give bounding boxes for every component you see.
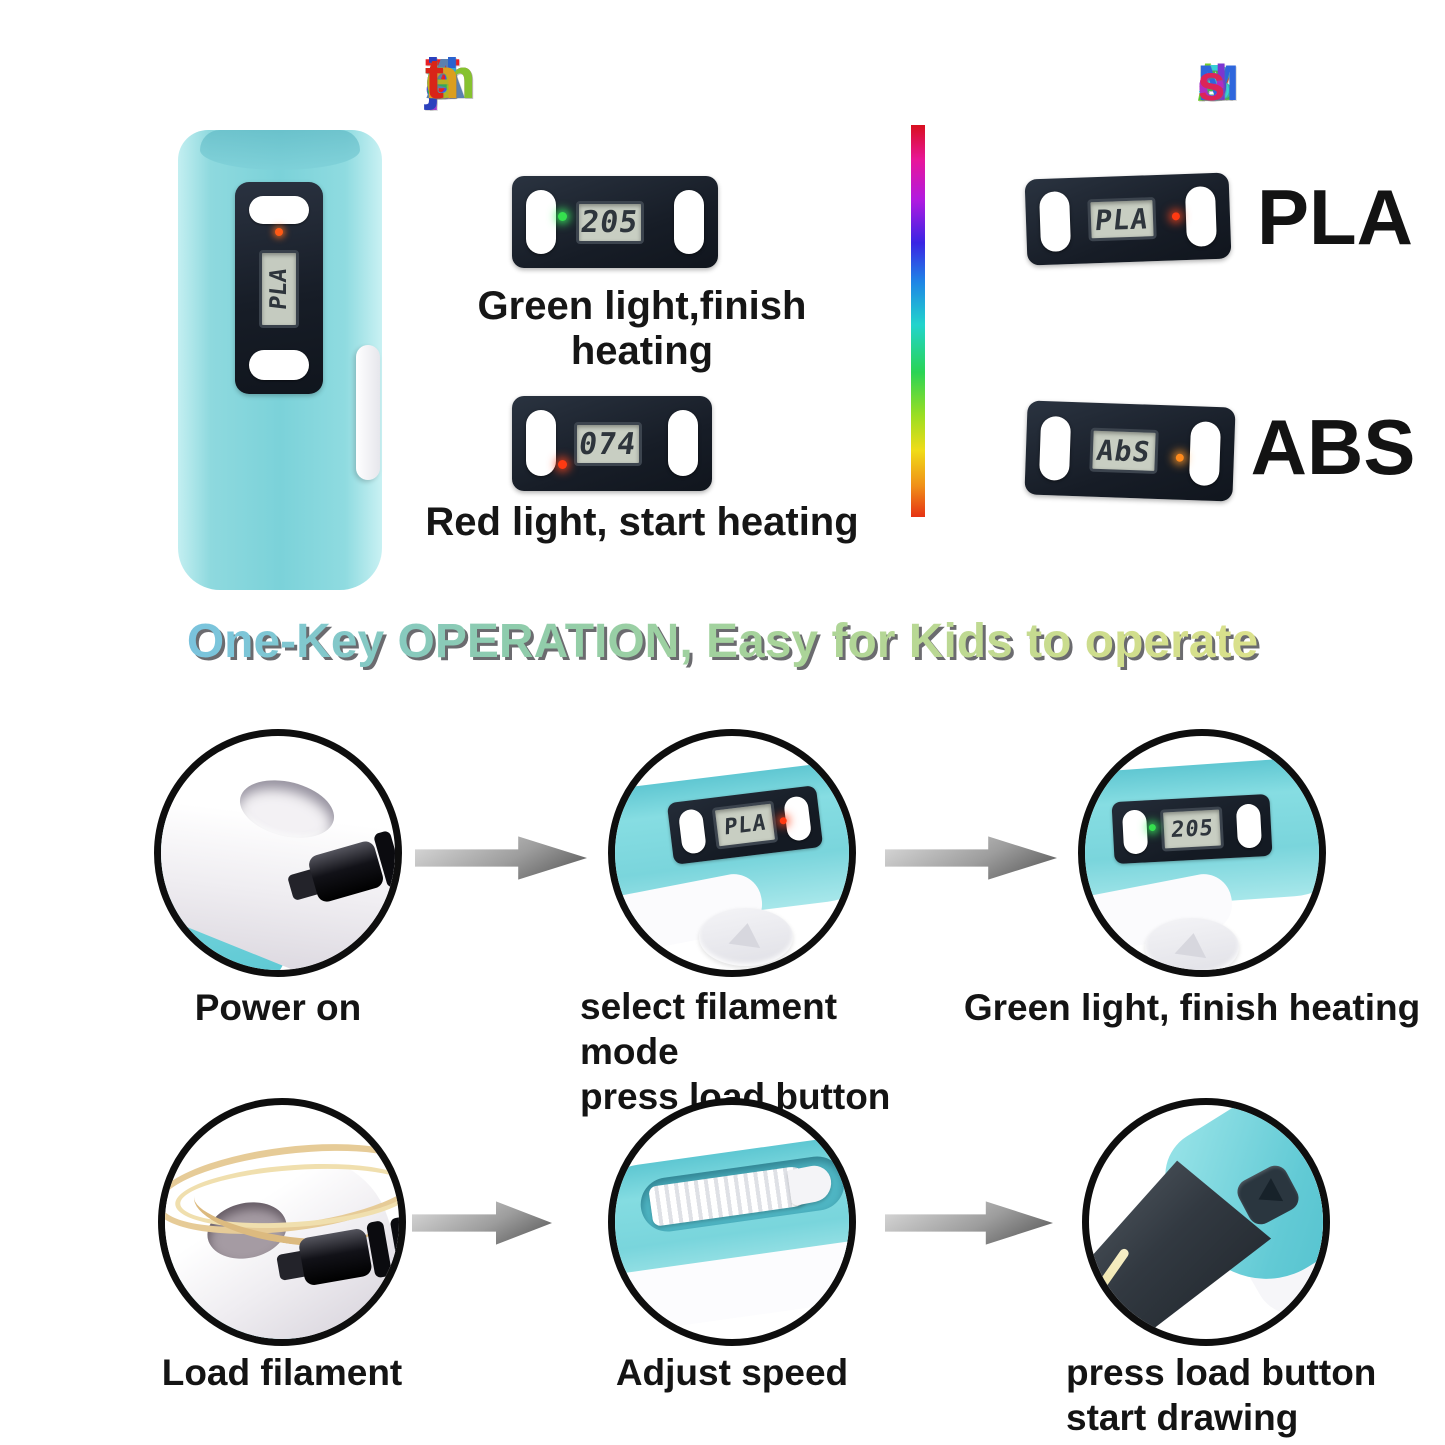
pen-button-up <box>249 196 309 224</box>
display-abs-mode: AbS <box>1024 400 1236 502</box>
plug-barrel <box>297 1227 374 1287</box>
flow-arrow-icon <box>885 836 1057 880</box>
load-button <box>699 908 793 966</box>
orange-led <box>1175 453 1184 462</box>
display-finish-heating: 205 <box>512 176 718 268</box>
step-caption-select-mode: select filament mode press load button <box>580 984 940 1119</box>
flow-arrow-icon <box>885 1201 1053 1245</box>
triangle-icon <box>1252 1178 1284 1211</box>
caption-line-1: select filament mode <box>580 986 838 1073</box>
oval-button-left <box>526 190 556 254</box>
oval-button-left <box>1121 809 1149 855</box>
oval-button-right <box>1184 185 1217 247</box>
display-start-heating: 074 <box>512 396 712 491</box>
oval-button-right <box>1188 421 1222 487</box>
pen-closeup-photo: PLA <box>178 130 382 590</box>
oval-button-right <box>1235 803 1263 849</box>
step-caption-power-on: Power on <box>194 987 362 1028</box>
lcd-text: AbS <box>1094 433 1154 469</box>
flow-arrow-icon <box>415 836 587 880</box>
oval-button-right <box>674 190 704 254</box>
display-pla-mode: PLA <box>1024 172 1232 266</box>
pen-control-panel: PLA <box>235 182 323 394</box>
lcd-text: PLA <box>723 809 767 841</box>
oval-button-left <box>1038 415 1072 481</box>
pen-button-down <box>249 350 309 380</box>
load-button <box>1145 918 1239 970</box>
oval-button-right <box>783 795 813 842</box>
start-heating-caption: Red light, start heating <box>425 500 859 544</box>
step-caption-load-filament: Load filament <box>161 1352 403 1393</box>
abs-mode-label: ABS <box>1250 403 1416 491</box>
triangle-icon <box>728 920 764 949</box>
plug-ring <box>396 823 402 882</box>
lcd-screen: AbS <box>1089 427 1159 474</box>
lcd-screen: PLA <box>259 250 299 328</box>
lcd-text: PLA <box>1093 201 1151 237</box>
step-caption-adjust-speed: Adjust speed <box>615 1352 849 1393</box>
flow-arrow-icon <box>412 1201 552 1245</box>
oval-button-right <box>668 410 698 476</box>
oval-button-left <box>677 808 707 855</box>
status-led <box>275 228 283 236</box>
step-circle-start-drawing <box>1082 1098 1330 1346</box>
lcd-screen: PLA <box>1087 197 1157 242</box>
step-caption-start-drawing: press load button start drawing <box>1066 1350 1406 1440</box>
caption-line-2: start drawing <box>1066 1397 1299 1439</box>
plug-ring <box>389 1216 399 1275</box>
pen-top-cap <box>200 130 360 170</box>
lcd-text: 205 <box>578 205 642 240</box>
caption-line-1: press load button <box>1066 1352 1377 1393</box>
oval-button-left <box>1039 191 1072 253</box>
plug-barrel <box>306 839 386 904</box>
lcd-screen: PLA <box>711 800 779 850</box>
lcd-text: 205 <box>1169 815 1215 843</box>
red-led <box>558 460 567 469</box>
lcd-screen: 205 <box>576 201 644 244</box>
step-caption-finish-heating: Green light, finish heating <box>963 987 1421 1028</box>
step-circle-finish-heating: 205 <box>1078 729 1326 977</box>
step-circle-power-on <box>154 729 402 977</box>
step-circle-load-filament <box>158 1098 406 1346</box>
pen-side-button <box>356 345 380 480</box>
lcd-screen: 205 <box>1159 806 1225 852</box>
step-circle-adjust-speed <box>608 1098 856 1346</box>
one-key-operation-heading: One-Key OPERATION, Easy for Kids to oper… <box>0 614 1445 669</box>
lcd-text: 074 <box>576 426 640 462</box>
green-led <box>1148 823 1157 832</box>
pla-mode-label: PLA <box>1257 173 1413 261</box>
red-led <box>1171 212 1181 221</box>
finish-heating-caption: Green light,finish heating <box>477 284 807 373</box>
lcd-screen: 074 <box>574 422 642 466</box>
triangle-icon <box>1174 930 1210 959</box>
step-circle-select-mode: PLA <box>608 729 856 977</box>
speed-slider-tip <box>787 1162 834 1207</box>
rainbow-divider <box>911 125 925 517</box>
green-led <box>558 212 567 221</box>
lcd-text: PLA <box>266 266 293 312</box>
pen-control-panel: 205 <box>1111 793 1273 865</box>
oval-button-left <box>526 410 556 476</box>
